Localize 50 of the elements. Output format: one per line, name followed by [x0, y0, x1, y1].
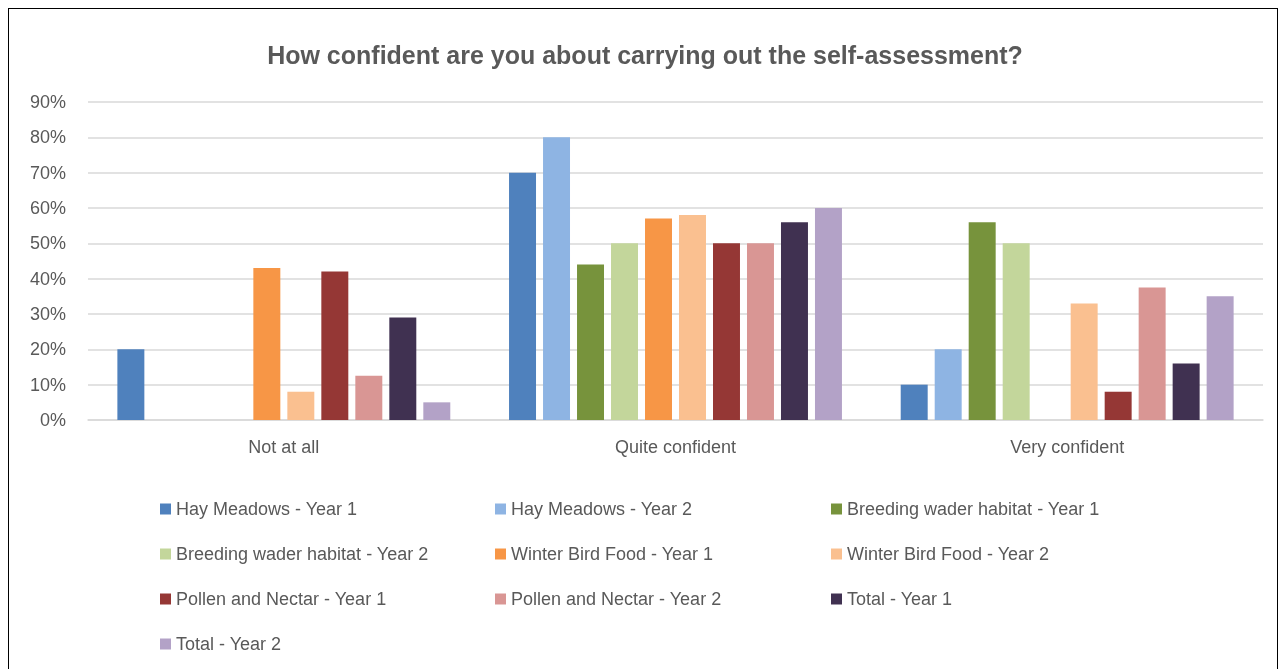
x-tick-label: Not at all [248, 437, 320, 457]
legend-label: Total - Year 2 [176, 634, 282, 654]
bar [509, 172, 537, 420]
legend-label: Pollen and Nectar - Year 1 [176, 589, 387, 609]
x-tick-label: Very confident [1010, 437, 1125, 457]
y-tick-label: 70% [29, 162, 66, 183]
legend-label: Hay Meadows - Year 1 [176, 499, 358, 519]
legend-label: Breeding wader habitat - Year 1 [847, 499, 1100, 519]
legend-label: Pollen and Nectar - Year 2 [511, 589, 722, 609]
x-tick-label: Quite confident [614, 437, 737, 457]
y-tick-label: 80% [29, 127, 66, 148]
chart-title: How confident are you about carrying out the self-assessment? [267, 40, 1023, 69]
y-tick-label: 0% [39, 410, 66, 430]
bar [1138, 287, 1166, 420]
bar [968, 222, 996, 420]
legend-label: Winter Bird Food - Year 1 [511, 544, 714, 564]
bar [611, 243, 638, 420]
bar [934, 349, 962, 420]
bar [1206, 296, 1234, 420]
bar [1172, 363, 1200, 420]
legend-label: Hay Meadows - Year 2 [511, 499, 693, 519]
legend-label: Total - Year 1 [847, 589, 953, 609]
bar [746, 243, 774, 420]
bar [713, 243, 740, 420]
legend-label: Winter Bird Food - Year 2 [847, 544, 1050, 564]
bar [1002, 243, 1030, 420]
bar [287, 391, 315, 420]
bar [645, 218, 672, 420]
bar [389, 317, 417, 420]
bar [253, 268, 281, 420]
y-tick-label: 10% [29, 374, 66, 395]
bar [543, 137, 571, 420]
y-tick-label: 50% [29, 233, 66, 254]
y-tick-label: 20% [29, 339, 66, 360]
legend-label: Breeding wader habitat - Year 2 [176, 544, 429, 564]
bar [814, 208, 842, 420]
bar [117, 349, 145, 420]
bar [780, 222, 808, 420]
bar [679, 215, 706, 420]
y-tick-label: 90% [29, 92, 66, 112]
bar [355, 375, 383, 420]
bar [1104, 391, 1132, 420]
y-tick-label: 30% [29, 304, 66, 324]
bar [1070, 303, 1098, 420]
bar [577, 264, 605, 420]
bar [900, 384, 928, 420]
y-tick-label: 60% [29, 198, 66, 218]
y-tick-label: 40% [29, 268, 66, 289]
bar [321, 271, 349, 420]
bar [423, 402, 451, 420]
